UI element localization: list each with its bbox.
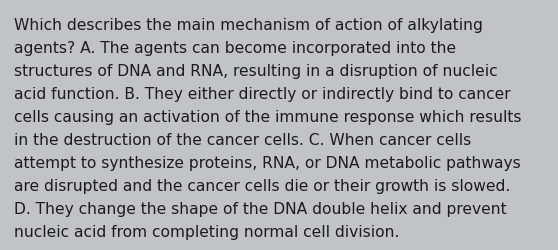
Text: D. They change the shape of the DNA double helix and prevent: D. They change the shape of the DNA doub… xyxy=(14,202,507,216)
Text: cells causing an activation of the immune response which results: cells causing an activation of the immun… xyxy=(14,110,521,124)
Text: in the destruction of the cancer cells. C. When cancer cells: in the destruction of the cancer cells. … xyxy=(14,132,471,148)
Text: Which describes the main mechanism of action of alkylating: Which describes the main mechanism of ac… xyxy=(14,18,483,32)
Text: attempt to synthesize proteins, RNA, or DNA metabolic pathways: attempt to synthesize proteins, RNA, or … xyxy=(14,156,521,170)
Text: are disrupted and the cancer cells die or their growth is slowed.: are disrupted and the cancer cells die o… xyxy=(14,178,510,194)
Text: acid function. B. They either directly or indirectly bind to cancer: acid function. B. They either directly o… xyxy=(14,86,511,102)
Text: structures of DNA and RNA, resulting in a disruption of nucleic: structures of DNA and RNA, resulting in … xyxy=(14,64,498,78)
Text: nucleic acid from completing normal cell division.: nucleic acid from completing normal cell… xyxy=(14,224,400,240)
Text: agents? A. The agents can become incorporated into the: agents? A. The agents can become incorpo… xyxy=(14,40,456,56)
